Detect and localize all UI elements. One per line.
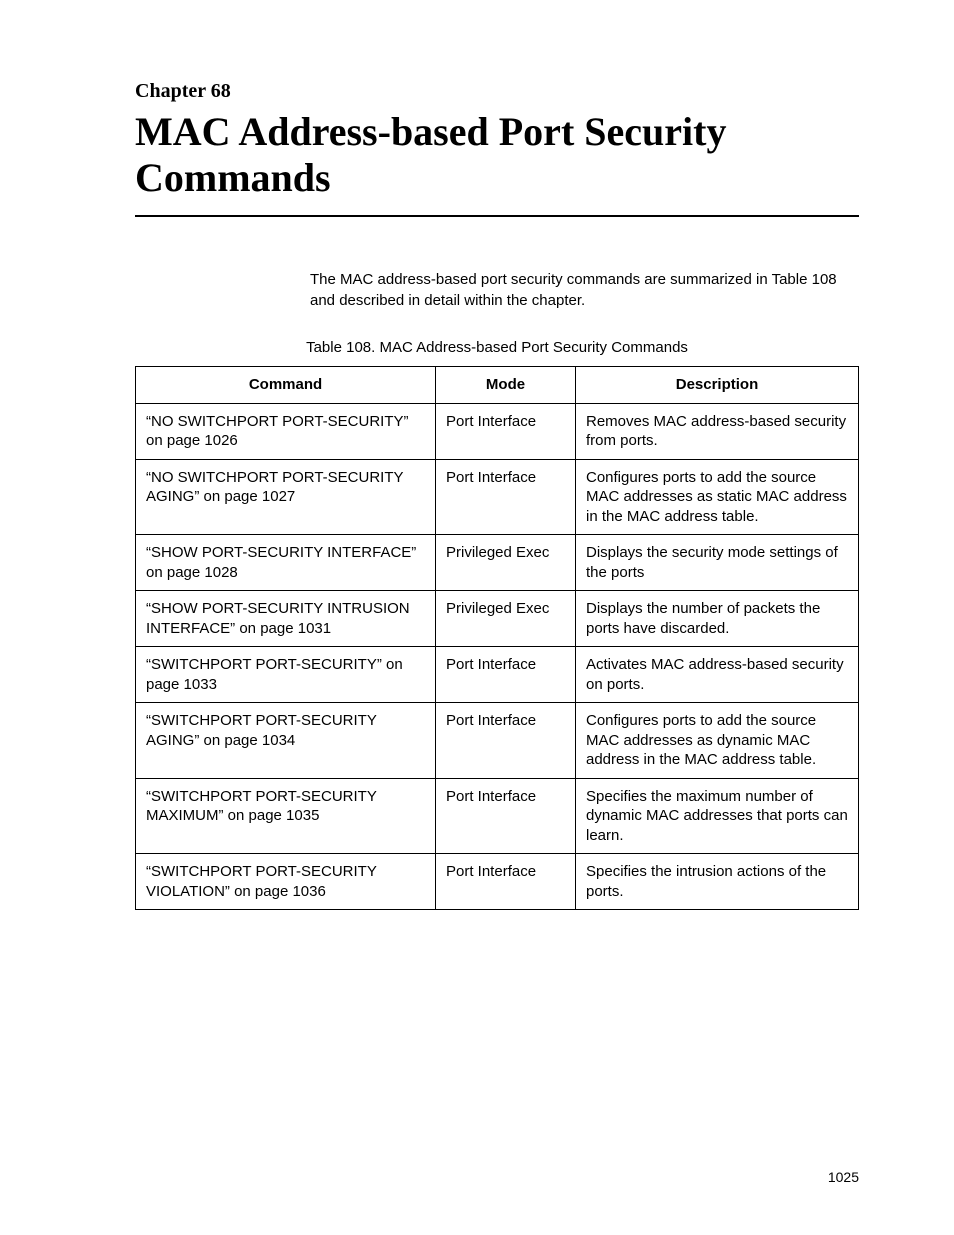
cell-command: “SHOW PORT-SECURITY INTRUSION INTERFACE”…	[136, 591, 436, 647]
table-row: “NO SWITCHPORT PORT-SECURITY” on page 10…	[136, 403, 859, 459]
title-rule	[135, 215, 859, 217]
table-row: “NO SWITCHPORT PORT-SECURITY AGING” on p…	[136, 459, 859, 535]
cell-mode: Port Interface	[436, 459, 576, 535]
cell-description: Specifies the maximum number of dynamic …	[576, 778, 859, 854]
cell-command: “SHOW PORT-SECURITY INTERFACE” on page 1…	[136, 535, 436, 591]
cell-command: “NO SWITCHPORT PORT-SECURITY AGING” on p…	[136, 459, 436, 535]
table-row: “SWITCHPORT PORT-SECURITY” on page 1033 …	[136, 647, 859, 703]
table-row: “SWITCHPORT PORT-SECURITY AGING” on page…	[136, 703, 859, 779]
page-number: 1025	[828, 1169, 859, 1185]
cell-description: Configures ports to add the source MAC a…	[576, 459, 859, 535]
cell-command: “SWITCHPORT PORT-SECURITY VIOLATION” on …	[136, 854, 436, 910]
cell-description: Specifies the intrusion actions of the p…	[576, 854, 859, 910]
col-header-mode: Mode	[436, 367, 576, 404]
page-container: Chapter 68 MAC Address-based Port Securi…	[0, 0, 954, 1235]
cell-command: “NO SWITCHPORT PORT-SECURITY” on page 10…	[136, 403, 436, 459]
cell-mode: Port Interface	[436, 403, 576, 459]
table-header-row: Command Mode Description	[136, 367, 859, 404]
col-header-command: Command	[136, 367, 436, 404]
cell-command: “SWITCHPORT PORT-SECURITY MAXIMUM” on pa…	[136, 778, 436, 854]
cell-description: Configures ports to add the source MAC a…	[576, 703, 859, 779]
table-row: “SHOW PORT-SECURITY INTERFACE” on page 1…	[136, 535, 859, 591]
cell-mode: Port Interface	[436, 854, 576, 910]
table-row: “SHOW PORT-SECURITY INTRUSION INTERFACE”…	[136, 591, 859, 647]
chapter-title: MAC Address-based Port Security Commands	[135, 109, 859, 201]
cell-description: Activates MAC address-based security on …	[576, 647, 859, 703]
chapter-label: Chapter 68	[135, 80, 859, 103]
col-header-description: Description	[576, 367, 859, 404]
cell-command: “SWITCHPORT PORT-SECURITY” on page 1033	[136, 647, 436, 703]
cell-mode: Port Interface	[436, 647, 576, 703]
cell-mode: Privileged Exec	[436, 535, 576, 591]
cell-description: Displays the number of packets the ports…	[576, 591, 859, 647]
cell-description: Removes MAC address-based security from …	[576, 403, 859, 459]
intro-paragraph: The MAC address-based port security comm…	[310, 269, 840, 311]
cell-description: Displays the security mode settings of t…	[576, 535, 859, 591]
cell-mode: Privileged Exec	[436, 591, 576, 647]
table-row: “SWITCHPORT PORT-SECURITY VIOLATION” on …	[136, 854, 859, 910]
cell-mode: Port Interface	[436, 703, 576, 779]
commands-table: Command Mode Description “NO SWITCHPORT …	[135, 366, 859, 910]
table-row: “SWITCHPORT PORT-SECURITY MAXIMUM” on pa…	[136, 778, 859, 854]
table-caption: Table 108. MAC Address-based Port Securi…	[135, 339, 859, 356]
cell-command: “SWITCHPORT PORT-SECURITY AGING” on page…	[136, 703, 436, 779]
cell-mode: Port Interface	[436, 778, 576, 854]
